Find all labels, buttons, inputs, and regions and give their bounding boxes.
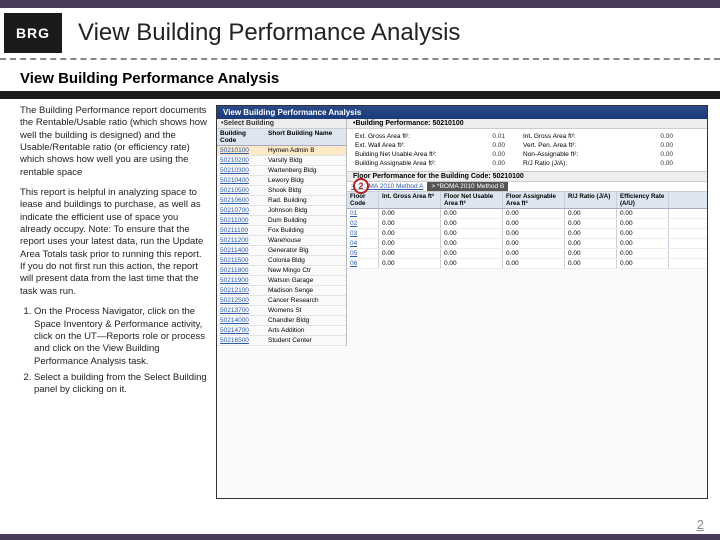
stat-item: Non-Assignable ft²:0.00 bbox=[523, 151, 673, 158]
building-row[interactable]: 50214700Arts Addition bbox=[217, 326, 346, 336]
building-row[interactable]: 50211000Dum Building bbox=[217, 216, 346, 226]
app-body: •Select Building Building Code Short Bui… bbox=[217, 119, 707, 346]
building-row[interactable]: 50216500Student Center bbox=[217, 336, 346, 346]
steps-list: On the Process Navigator, click on the S… bbox=[34, 306, 208, 396]
building-row[interactable]: 50210500Shook Bldg bbox=[217, 186, 346, 196]
building-row[interactable]: 50210200Varsity Bldg bbox=[217, 156, 346, 166]
floor-perf-header: Floor Performance for the Building Code:… bbox=[347, 172, 707, 182]
building-row[interactable]: 50212500Cancer Research bbox=[217, 296, 346, 306]
performance-panel: •Building Performance: 50210100 Ext. Gro… bbox=[347, 119, 707, 346]
stat-item: Vert. Pen. Area ft²:0.00 bbox=[523, 142, 673, 149]
brg-logo: BRG bbox=[4, 13, 62, 53]
stat-item: Building Assignable Area ft²:0.00 bbox=[355, 160, 505, 167]
col-building-code: Building Code bbox=[217, 129, 265, 145]
table-col-header: Int. Gross Area ft² bbox=[379, 192, 441, 208]
floor-table-row[interactable]: 020.000.000.000.000.00 bbox=[347, 219, 707, 229]
table-col-header: Floor Code bbox=[347, 192, 379, 208]
callout-2: 2 bbox=[353, 178, 369, 194]
building-row[interactable]: 50211100Fox Building bbox=[217, 226, 346, 236]
table-col-header: Efficiency Rate (A/U) bbox=[617, 192, 669, 208]
building-row[interactable]: 50210300Wartenberg Bldg bbox=[217, 166, 346, 176]
step-1: On the Process Navigator, click on the S… bbox=[34, 306, 208, 368]
stat-item: R/J Ratio (J/A):0.00 bbox=[523, 160, 673, 167]
method-b-tab[interactable]: > *BOMA 2010 Method B bbox=[427, 182, 508, 191]
page-title: View Building Performance Analysis bbox=[78, 19, 460, 47]
step-2: Select a building from the Select Buildi… bbox=[34, 372, 208, 397]
floor-table-row[interactable]: 030.000.000.000.000.00 bbox=[347, 229, 707, 239]
content-area: The Building Performance report document… bbox=[0, 99, 720, 499]
floor-table-row[interactable]: 010.000.000.000.000.00 bbox=[347, 209, 707, 219]
footer-accent-bar bbox=[0, 534, 720, 540]
stat-item: Ext. Gross Area ft²:0.01 bbox=[355, 133, 505, 140]
building-row[interactable]: 50211800New Mingo Ctr bbox=[217, 266, 346, 276]
stat-item: Ext. Wall Area ft²:0.00 bbox=[355, 142, 505, 149]
app-screenshot: View Building Performance Analysis •Sele… bbox=[216, 105, 708, 499]
select-building-panel: •Select Building Building Code Short Bui… bbox=[217, 119, 347, 346]
building-row[interactable]: 50210400Lewory Bldg bbox=[217, 176, 346, 186]
dark-band bbox=[0, 91, 720, 99]
building-row[interactable]: 50214000Chandler Bldg bbox=[217, 316, 346, 326]
page-number: 2 bbox=[697, 517, 704, 532]
section-title: View Building Performance Analysis bbox=[0, 60, 720, 91]
instructions-column: The Building Performance report document… bbox=[20, 105, 208, 499]
header: BRG View Building Performance Analysis bbox=[0, 8, 720, 60]
building-row[interactable]: 50210600Rad. Building bbox=[217, 196, 346, 206]
floor-table-body: 010.000.000.000.000.00020.000.000.000.00… bbox=[347, 209, 707, 269]
method-tabs: > *BOMA 2010 Method A > *BOMA 2010 Metho… bbox=[347, 182, 707, 192]
paragraph-1: The Building Performance report document… bbox=[20, 105, 208, 179]
stat-item: Building Net Usable Area ft²:0.00 bbox=[355, 151, 505, 158]
building-row[interactable]: 50211200Warehouse bbox=[217, 236, 346, 246]
col-building-name: Short Building Name bbox=[265, 129, 335, 145]
building-row[interactable]: 50212100Madison Senge bbox=[217, 286, 346, 296]
table-col-header: Floor Assignable Area ft² bbox=[503, 192, 565, 208]
building-row[interactable]: 50211500Colonia Bldg bbox=[217, 256, 346, 266]
building-row[interactable]: 50211900Watson Garage bbox=[217, 276, 346, 286]
building-row[interactable]: 50210700Johnson Bldg bbox=[217, 206, 346, 216]
stat-item: Int. Gross Area ft²:0.00 bbox=[523, 133, 673, 140]
building-list-header: Building Code Short Building Name bbox=[217, 129, 346, 146]
performance-header: •Building Performance: 50210100 bbox=[347, 119, 707, 129]
floor-table-row[interactable]: 050.000.000.000.000.00 bbox=[347, 249, 707, 259]
app-titlebar: View Building Performance Analysis bbox=[217, 106, 707, 119]
select-building-header: •Select Building bbox=[217, 119, 346, 129]
building-row[interactable]: 50211400Generator Blg bbox=[217, 246, 346, 256]
building-row[interactable]: 50210100Hymen Admin B bbox=[217, 146, 346, 156]
floor-table-row[interactable]: 040.000.000.000.000.00 bbox=[347, 239, 707, 249]
floor-table-row[interactable]: 060.000.000.000.000.00 bbox=[347, 259, 707, 269]
table-col-header: Floor Net Usable Area ft² bbox=[441, 192, 503, 208]
stats-grid: Ext. Gross Area ft²:0.01 Int. Gross Area … bbox=[347, 129, 707, 172]
top-accent-bar bbox=[0, 0, 720, 8]
paragraph-2: This report is helpful in analyzing spac… bbox=[20, 187, 208, 298]
building-list: 50210100Hymen Admin B50210200Varsity Bld… bbox=[217, 146, 346, 346]
table-col-header: R/J Ratio (J/A) bbox=[565, 192, 617, 208]
building-row[interactable]: 50213700Womens St bbox=[217, 306, 346, 316]
floor-table-header: Floor CodeInt. Gross Area ft²Floor Net U… bbox=[347, 192, 707, 209]
